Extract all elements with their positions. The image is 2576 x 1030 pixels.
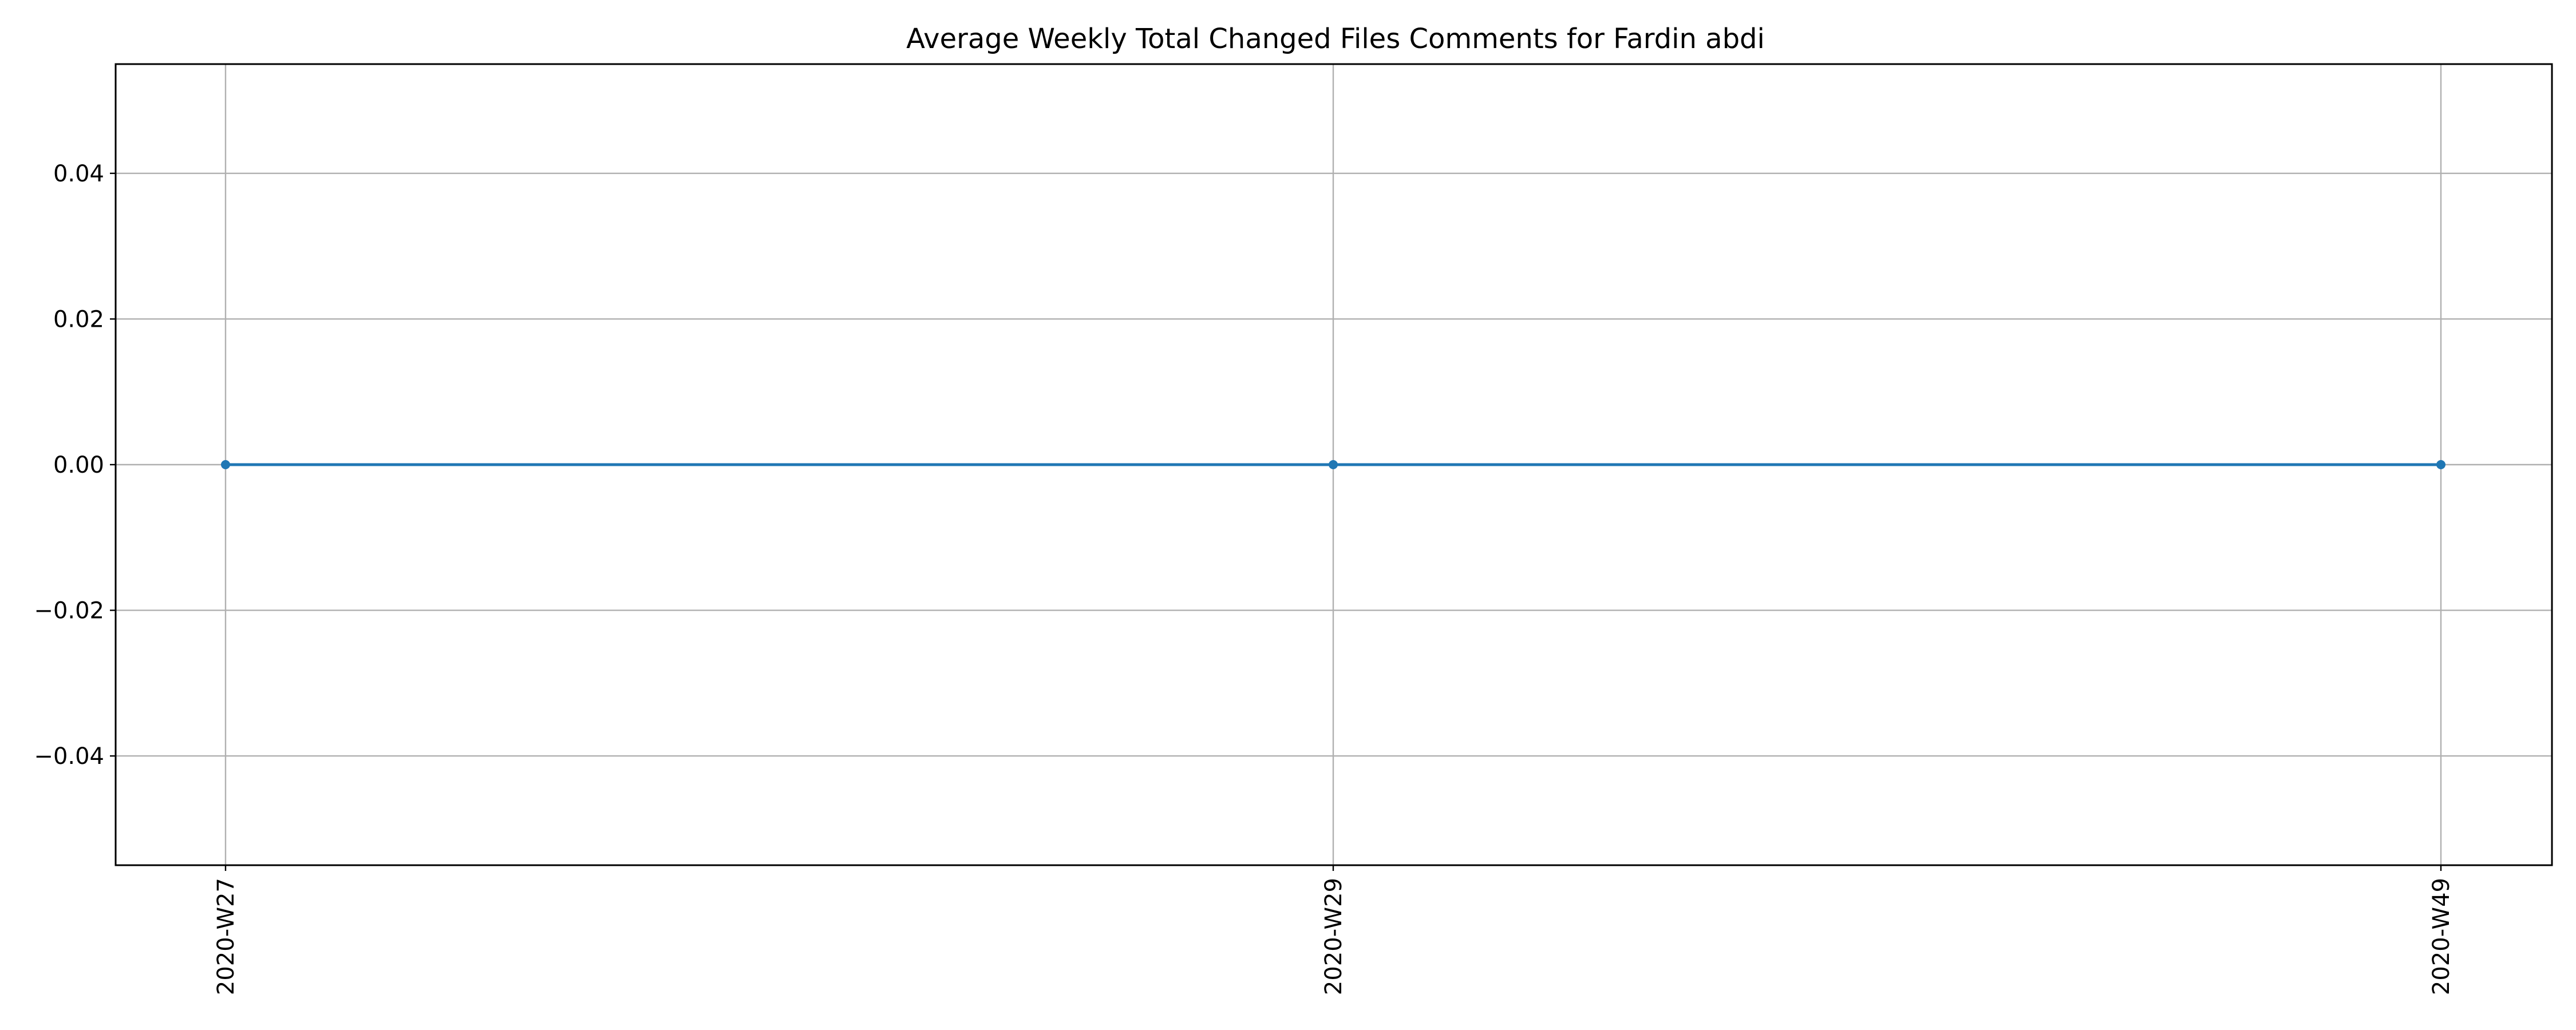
data-point xyxy=(1329,460,1338,469)
y-tick-label: 0.04 xyxy=(53,161,104,187)
x-axis-ticks: 2020-W27 2020-W29 2020-W49 xyxy=(213,865,2455,995)
x-tick-label: 2020-W27 xyxy=(213,878,239,995)
data-point xyxy=(2436,460,2445,469)
data-point xyxy=(221,460,230,469)
chart-title: Average Weekly Total Changed Files Comme… xyxy=(906,23,1765,55)
series-layer xyxy=(221,460,2445,469)
x-tick-label: 2020-W49 xyxy=(2428,878,2455,995)
x-tick-label: 2020-W29 xyxy=(1321,878,1347,995)
y-tick-label: 0.00 xyxy=(53,452,104,478)
y-tick-label: 0.02 xyxy=(53,306,104,332)
y-axis-ticks: −0.04 −0.02 0.00 0.02 0.04 xyxy=(34,161,116,770)
y-tick-label: −0.02 xyxy=(34,598,104,624)
y-tick-label: −0.04 xyxy=(34,743,104,770)
